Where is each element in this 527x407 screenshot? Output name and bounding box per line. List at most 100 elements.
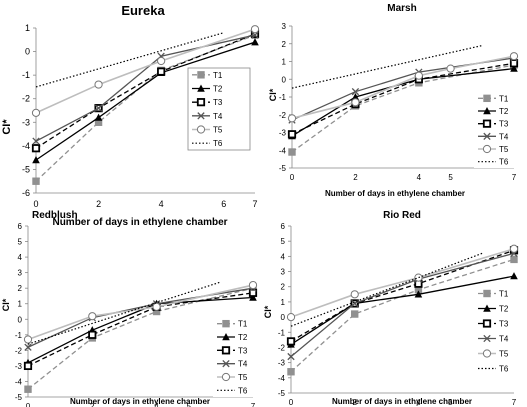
y-tick-label: 2 [281, 283, 286, 292]
legend-marker [197, 112, 205, 120]
series-T6 [291, 44, 483, 89]
series-line [27, 284, 254, 341]
series-line [290, 249, 515, 342]
x-tick-label: 4 [416, 398, 421, 407]
data-point [509, 52, 519, 61]
series-line [27, 281, 222, 345]
x-axis-label: Number of days in ethylene chamber [70, 397, 210, 406]
data-point [251, 38, 259, 46]
x-tick-label: 4 [159, 199, 164, 209]
data-point [248, 280, 258, 290]
x-tick-label: 2 [90, 402, 95, 407]
legend-marker [483, 132, 491, 140]
x-tick-label: 5 [448, 398, 453, 407]
chart-title: Redblush [32, 210, 78, 221]
y-tick-label: 1 [25, 23, 30, 33]
y-tick-label: 0 [282, 75, 287, 84]
series-line [291, 67, 515, 137]
data-point [31, 108, 41, 117]
data-point [286, 312, 296, 322]
legend-box [474, 286, 520, 376]
legend-label: T1 [499, 290, 509, 299]
y-tick-label: -4 [15, 377, 23, 386]
y-tick-label: -1 [22, 70, 30, 80]
y-tick-label: -1 [15, 331, 23, 340]
data-point [414, 290, 423, 298]
data-point [32, 137, 40, 145]
legend-marker [196, 98, 206, 107]
data-point [24, 343, 32, 351]
chart-title: Eureka [121, 3, 165, 18]
x-axis-label: Number of days in ethylene chamber [325, 189, 465, 198]
data-point [510, 272, 518, 280]
x-axis-label: Number of days in ethylene chamber [332, 397, 472, 406]
data-point [287, 352, 295, 361]
x-tick-label: 0 [289, 398, 294, 407]
series-line [35, 34, 256, 182]
legend-label: T1 [499, 94, 509, 103]
legend-label: T4 [213, 112, 223, 121]
x-tick-label: 7 [512, 173, 517, 182]
legend-marker [483, 94, 491, 103]
legend-label: T4 [499, 335, 509, 344]
series-line [35, 28, 256, 114]
series-T5 [23, 280, 258, 344]
y-axis-label: CI* [1, 298, 11, 311]
legend-label: T5 [238, 373, 248, 382]
legend-label: T6 [238, 386, 248, 395]
data-point [157, 67, 166, 76]
y-tick-label: 0 [18, 315, 23, 324]
x-tick-label: 2 [352, 398, 357, 407]
series-T5 [286, 244, 519, 322]
series-line [291, 44, 483, 89]
legend-label: T3 [499, 120, 509, 129]
y-tick-label: -1 [279, 93, 287, 102]
legend-label: T1 [213, 71, 223, 80]
legend-label: T3 [238, 346, 248, 355]
y-axis-label: CI* [1, 119, 13, 135]
data-point [249, 293, 257, 301]
y-tick-label: -4 [22, 141, 30, 151]
data-point [510, 64, 518, 72]
legend: T1 T2 T3 T4 T5 T6 [187, 67, 251, 151]
legend-label: T3 [213, 98, 223, 107]
legend-marker [222, 319, 230, 328]
legend-marker [482, 319, 492, 328]
data-point [510, 255, 518, 264]
y-axis-label: CI* [268, 88, 278, 101]
legend-marker [196, 125, 206, 134]
legend-label: T2 [213, 85, 223, 94]
y-tick-label: -6 [22, 188, 30, 198]
legend: T1 T2 T3 T4 T5 T6 [474, 92, 520, 168]
data-point [288, 148, 296, 156]
y-tick-label: 2 [282, 40, 287, 49]
data-point [251, 31, 259, 39]
chart-panel-1: Eureka -6 -5 -4 -3 -2 -1 0 1 0 2 4 6 7 Number of days … [1, 3, 260, 228]
data-point [31, 144, 41, 153]
data-point [88, 330, 97, 339]
x-tick-label: 0 [26, 402, 31, 407]
data-point [351, 310, 359, 318]
legend-label: T1 [238, 320, 248, 329]
legend-label: T4 [499, 132, 509, 141]
series-T6 [290, 252, 483, 327]
legend-label: T6 [499, 158, 509, 167]
x-axis-label: Number of days in ethylene chamber [52, 217, 227, 228]
x-tick-label: 6 [221, 199, 226, 209]
legend-marker [482, 144, 492, 154]
x-tick-label: 0 [290, 173, 295, 182]
x-tick-label: 7 [512, 398, 517, 407]
y-tick-label: -3 [15, 362, 23, 371]
series-T5 [287, 52, 519, 123]
data-point [287, 368, 295, 376]
x-tick-label: 2 [96, 199, 101, 209]
data-point [287, 114, 297, 123]
data-point [32, 156, 40, 164]
legend-label: T6 [213, 139, 223, 148]
series-line [27, 287, 254, 390]
y-tick-label: -3 [278, 359, 286, 368]
chart-panel-3: Redblush -5 -4 -3 -2 -1 0 1 2 3 4 5 6 0 2 4 5 7 Number of … [1, 210, 259, 407]
legend-label: T5 [499, 350, 509, 359]
y-tick-label: 3 [281, 268, 286, 277]
data-point [446, 64, 455, 73]
